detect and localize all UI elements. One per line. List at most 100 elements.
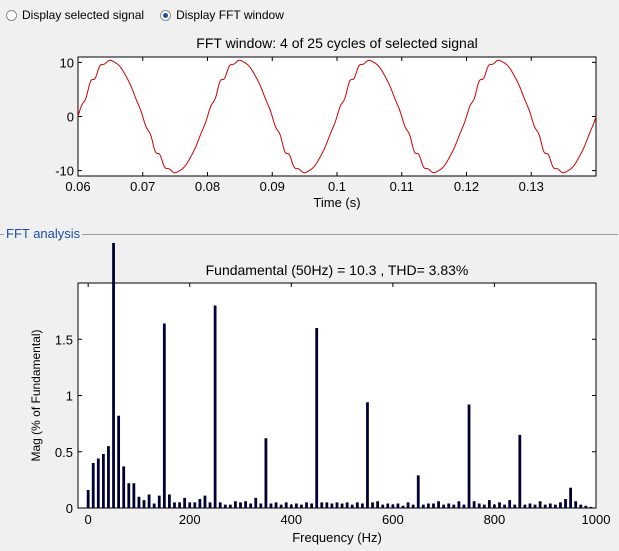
fft-bar bbox=[457, 501, 461, 508]
fft-bar bbox=[528, 503, 532, 508]
fft-bar bbox=[264, 438, 268, 508]
fft-y-axis-label: Mag (% of Fundamental) bbox=[29, 329, 43, 461]
fft-bar bbox=[574, 501, 578, 508]
fft-bar bbox=[142, 500, 146, 509]
fft-bar bbox=[234, 501, 237, 508]
fft-bar bbox=[198, 499, 202, 508]
display-selected-signal-radio[interactable]: Display selected signal bbox=[6, 8, 144, 22]
fft-bar bbox=[503, 504, 506, 509]
x-tick-label: 0.12 bbox=[454, 179, 479, 194]
fft-bar bbox=[513, 504, 517, 509]
fft-bar bbox=[487, 500, 491, 509]
fft-bar bbox=[132, 483, 136, 508]
fft-bar bbox=[228, 504, 232, 509]
display-fft-window-radio[interactable]: Display FFT window bbox=[160, 8, 284, 22]
fft-bar bbox=[279, 504, 283, 509]
radio-checked-icon[interactable] bbox=[160, 9, 172, 21]
y-tick-label: 0.5 bbox=[55, 445, 73, 460]
fft-bar bbox=[361, 503, 364, 508]
fft-bar bbox=[493, 504, 496, 509]
fft-bar bbox=[152, 503, 156, 508]
fft-bar bbox=[300, 504, 303, 509]
fft-bar bbox=[86, 490, 90, 508]
fft-bar bbox=[193, 502, 197, 509]
fft-bar bbox=[168, 494, 171, 508]
fft-bar bbox=[162, 323, 166, 508]
fft-bar bbox=[508, 500, 512, 509]
fft-bar bbox=[147, 494, 151, 508]
x-tick-label: 0 bbox=[85, 512, 92, 527]
x-tick-label: 0.1 bbox=[328, 179, 346, 194]
fft-bar bbox=[254, 497, 258, 509]
fft-bar bbox=[401, 505, 405, 508]
y-tick-label: 0 bbox=[67, 110, 74, 125]
fft-bar bbox=[462, 504, 466, 509]
radio-unchecked-icon[interactable] bbox=[6, 9, 17, 21]
fft-bar bbox=[498, 502, 501, 509]
fft-bar bbox=[376, 501, 380, 508]
y-tick-label: 0 bbox=[66, 501, 73, 516]
fft-bar bbox=[112, 243, 115, 508]
fft-bar bbox=[386, 503, 390, 508]
fft-bar bbox=[579, 504, 583, 509]
fft-bar bbox=[432, 503, 435, 508]
fft-bar bbox=[294, 503, 298, 508]
fft-analysis-panel-label: FFT analysis bbox=[4, 226, 83, 241]
fft-bar bbox=[310, 503, 313, 508]
fft-bar bbox=[244, 501, 247, 508]
fft-bar bbox=[447, 503, 451, 508]
fft-plot-area bbox=[77, 282, 597, 509]
fft-bar bbox=[305, 502, 308, 509]
fft-bar bbox=[538, 501, 542, 508]
fft-bar bbox=[335, 502, 339, 509]
fft-analysis-panel bbox=[0, 234, 618, 551]
fft-bar bbox=[208, 502, 212, 509]
fft-bar bbox=[411, 504, 415, 509]
signal-waveform-line bbox=[77, 59, 597, 174]
fft-bar bbox=[396, 503, 400, 508]
fft-bar bbox=[589, 506, 593, 509]
fft-bar bbox=[543, 504, 547, 509]
fft-bar bbox=[289, 504, 293, 509]
x-tick-label: 1000 bbox=[582, 512, 611, 527]
signal-plot-title: FFT window: 4 of 25 cycles of selected s… bbox=[196, 35, 478, 51]
fft-bar bbox=[340, 503, 344, 508]
fft-bar bbox=[325, 502, 329, 509]
fft-bar bbox=[284, 502, 288, 509]
fft-x-axis-label: Frequency (Hz) bbox=[292, 530, 382, 545]
fft-bar bbox=[96, 458, 100, 508]
fft-bar bbox=[548, 503, 552, 508]
fft-bar bbox=[518, 434, 522, 509]
fft-bar bbox=[477, 503, 481, 508]
fft-bar bbox=[482, 504, 486, 509]
x-tick-label: 0.06 bbox=[65, 179, 90, 194]
x-tick-label: 0.09 bbox=[260, 179, 285, 194]
fft-bar bbox=[421, 504, 425, 509]
fft-bar bbox=[406, 502, 410, 509]
fft-bar bbox=[173, 502, 176, 509]
fft-bar bbox=[467, 404, 471, 508]
y-tick-label: 1.5 bbox=[55, 332, 73, 347]
fft-bar bbox=[553, 504, 557, 509]
fft-bar bbox=[437, 501, 440, 508]
x-tick-label: 400 bbox=[280, 512, 302, 527]
fft-bar bbox=[350, 504, 354, 509]
x-tick-label: 0.08 bbox=[195, 179, 220, 194]
signal-plot-x-axis-label: Time (s) bbox=[313, 195, 360, 210]
fft-bar bbox=[269, 503, 273, 508]
fft-bar bbox=[330, 503, 334, 508]
fft-bar bbox=[559, 502, 562, 509]
y-tick-label: 1 bbox=[66, 389, 73, 404]
x-tick-label: 0.07 bbox=[130, 179, 155, 194]
fft-chart-title: Fundamental (50Hz) = 10.3 , THD= 3.83% bbox=[205, 262, 469, 278]
y-tick-label: 10 bbox=[60, 55, 74, 70]
fft-bar bbox=[442, 504, 446, 509]
fft-bar bbox=[178, 502, 181, 509]
fft-bar bbox=[355, 502, 359, 509]
y-tick-label: -10 bbox=[55, 164, 74, 179]
fft-bar bbox=[122, 466, 126, 509]
fft-bar bbox=[223, 504, 227, 509]
fft-bar bbox=[427, 503, 430, 508]
fft-bar bbox=[315, 328, 319, 508]
